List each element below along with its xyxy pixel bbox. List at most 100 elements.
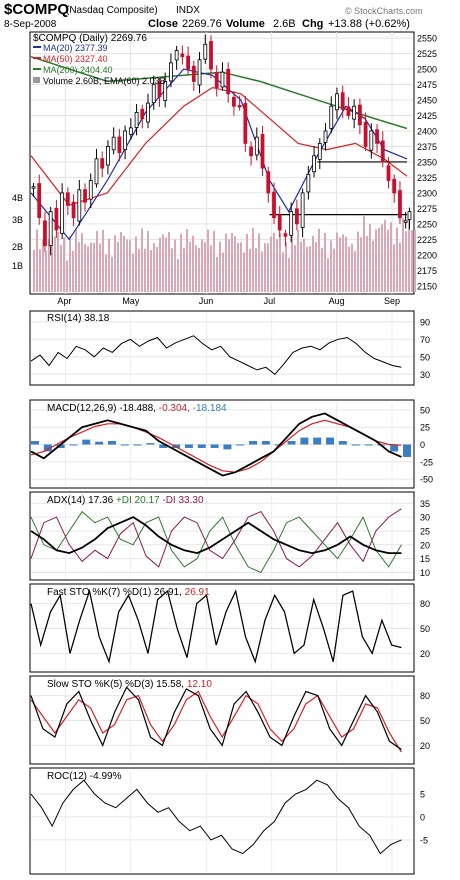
volume-bar xyxy=(366,236,368,292)
volume-bar xyxy=(291,231,293,292)
candle-body xyxy=(65,192,70,206)
volume-bar xyxy=(408,218,410,292)
volume-bar xyxy=(411,230,413,292)
price-tick-label: 2200 xyxy=(417,250,437,260)
adx-tick-label: 15 xyxy=(420,554,430,564)
volume-bar xyxy=(180,233,182,292)
volume-bar xyxy=(372,240,374,292)
macd-histogram-bar xyxy=(120,444,129,446)
candle-body xyxy=(312,155,316,173)
volume-label: Volume xyxy=(226,18,265,30)
volume-bar xyxy=(312,236,314,292)
macd-histogram-bar xyxy=(31,441,39,445)
volume-bar xyxy=(345,236,347,292)
adx-tick-label: 25 xyxy=(420,526,430,536)
candle-body xyxy=(186,55,190,70)
volume-bar xyxy=(186,229,188,292)
volume-bar xyxy=(117,241,119,292)
slowsto-tick-label: 80 xyxy=(420,691,430,701)
ma50-line xyxy=(30,86,408,207)
candle-body xyxy=(43,220,47,246)
volume-bar xyxy=(36,229,38,292)
candle-body xyxy=(403,220,408,223)
candle-body xyxy=(71,201,76,219)
volume-bar xyxy=(183,247,185,292)
price-tick-label: 2400 xyxy=(417,126,437,136)
volume-bar xyxy=(147,231,149,292)
adx-tick-label: 35 xyxy=(420,499,430,509)
volume-bar xyxy=(303,238,305,292)
volume-bar xyxy=(390,222,392,292)
volume-bar xyxy=(51,236,53,292)
volume-bar xyxy=(69,235,71,292)
volume-bar xyxy=(198,247,200,292)
candle-body xyxy=(169,62,173,82)
slowsto-label-d: 12.10 xyxy=(187,679,212,690)
candle-body xyxy=(386,165,391,181)
volume-bar xyxy=(63,237,65,292)
macd-histogram-bar xyxy=(300,437,309,445)
candle-body xyxy=(191,65,196,82)
roc-line xyxy=(30,779,402,855)
macd-line xyxy=(30,412,402,477)
price-tick-label: 2325 xyxy=(417,173,437,183)
candle-body xyxy=(37,183,42,219)
price-tick-label: 2150 xyxy=(417,281,437,291)
close-value: 2269.76 xyxy=(182,18,222,30)
candle-body xyxy=(352,105,357,120)
volume-bar xyxy=(246,233,248,292)
volume-bar xyxy=(336,232,338,292)
candle-body xyxy=(249,146,253,157)
faststo-tick-label: 20 xyxy=(420,649,430,659)
volume-bar xyxy=(45,251,47,292)
volume-bar xyxy=(42,239,44,292)
candle-body xyxy=(48,211,53,246)
volume-bar xyxy=(306,246,308,292)
candle-body xyxy=(237,105,242,108)
volume-bar xyxy=(210,245,212,292)
volume-bar xyxy=(54,236,56,292)
macd-tick-label: -50 xyxy=(420,475,433,485)
volume-bar xyxy=(33,250,35,292)
volume-bar xyxy=(231,232,233,292)
rsi-tick-label: 70 xyxy=(420,335,430,345)
macd-histogram-bar xyxy=(338,441,347,445)
volume-bar xyxy=(138,248,140,292)
macd-label-hist: -18.184 xyxy=(193,403,227,414)
candle-body xyxy=(209,41,213,70)
symbol-title: $COMPQ xyxy=(4,1,69,18)
volume-bar xyxy=(111,256,113,292)
candle-body xyxy=(88,180,93,200)
candle-body xyxy=(407,211,412,220)
volume-bar xyxy=(90,242,92,292)
volume-bar xyxy=(57,231,59,292)
month-tick-label: Jun xyxy=(199,296,214,306)
volume-bar xyxy=(324,232,326,292)
faststo-tick-label: 80 xyxy=(420,599,430,609)
rsi-tick-label: 30 xyxy=(420,370,430,380)
price-tick-label: 2525 xyxy=(417,49,437,59)
candle-body xyxy=(277,214,282,231)
volume-bar xyxy=(201,239,203,292)
volume-bar xyxy=(252,228,254,292)
roc-panel xyxy=(29,767,415,875)
roc-tick-label: 5 xyxy=(420,789,425,799)
chart-date: 8-Sep-2008 xyxy=(4,19,57,30)
volume-bar xyxy=(249,248,251,292)
month-tick-label: Jul xyxy=(264,296,276,306)
macd-histogram-bar xyxy=(236,444,245,446)
candle-body xyxy=(398,190,402,219)
volume-bar xyxy=(192,235,194,292)
macd-histogram-bar xyxy=(261,441,270,445)
faststo-label-main: Fast STO %K(7) %D(1) 26.91, xyxy=(47,587,182,598)
volume-bar xyxy=(129,240,131,292)
candle-body xyxy=(346,106,351,116)
price-tick-label: 2500 xyxy=(417,65,437,75)
slowsto-d-line xyxy=(30,690,402,753)
candle-body xyxy=(151,84,156,104)
candle-body xyxy=(369,130,374,151)
candle-body xyxy=(180,53,185,58)
ma20-legend: MA(20) 2377.39 xyxy=(43,43,108,53)
candle-body xyxy=(375,129,379,144)
volume-bar xyxy=(225,233,227,292)
